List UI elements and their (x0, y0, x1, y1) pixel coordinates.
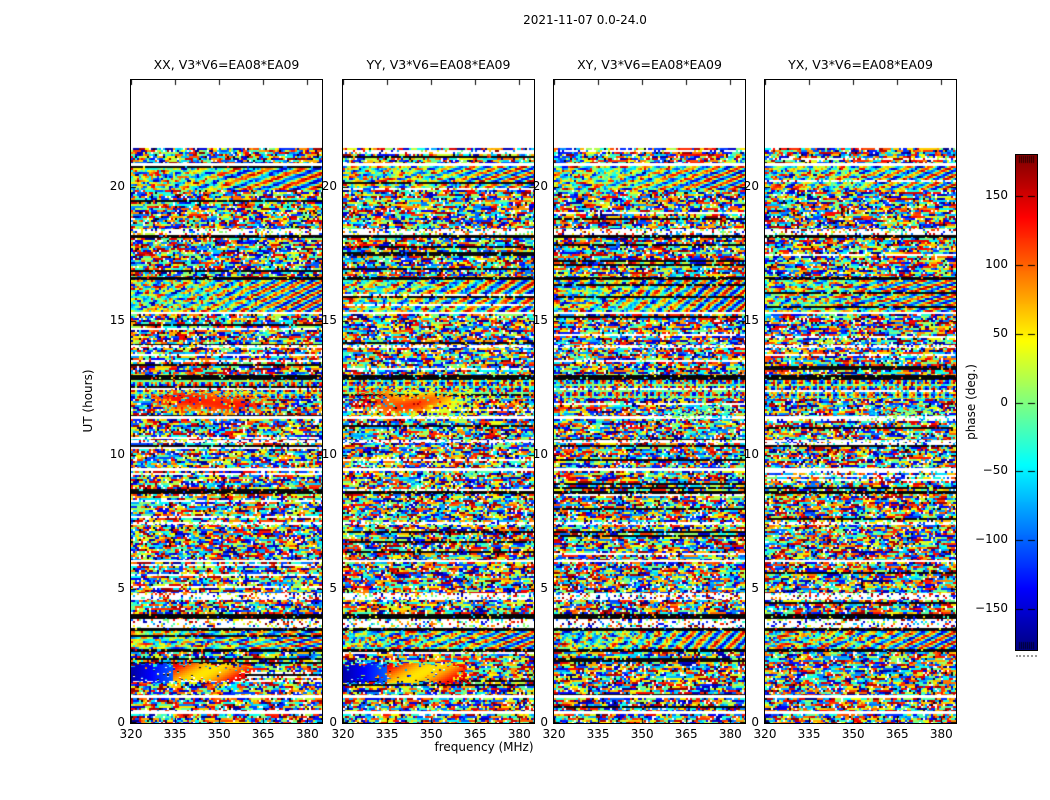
y-tick-label: 20 (321, 179, 337, 194)
heatmap-panel-yy (342, 79, 535, 724)
x-tick-label: 365 (674, 727, 698, 741)
colorbar-tick-label: −150 (975, 601, 1008, 615)
x-tick-label: 320 (753, 727, 777, 741)
subplot-title-yy: YY, V3*V6=EA08*EA09 (366, 57, 511, 72)
colorbar-tick-label: 50 (992, 326, 1008, 340)
y-tick-label: 15 (532, 313, 548, 328)
y-tick-label: 10 (321, 447, 337, 462)
x-tick-label: 350 (630, 727, 654, 741)
subplot-title-yx: YX, V3*V6=EA08*EA09 (788, 57, 933, 72)
x-tick-label: 320 (119, 727, 143, 741)
y-tick-label: 15 (109, 313, 125, 328)
x-tick-label: 380 (507, 727, 531, 741)
x-tick-label: 365 (885, 727, 909, 741)
y-tick-label: 20 (109, 179, 125, 194)
x-tick-label: 380 (929, 727, 953, 741)
x-tick-label: 380 (295, 727, 319, 741)
y-tick-label: 15 (743, 313, 759, 328)
x-tick-label: 335 (375, 727, 399, 741)
x-tick-label: 320 (331, 727, 355, 741)
y-tick-label: 5 (329, 581, 337, 596)
x-tick-label: 335 (586, 727, 610, 741)
x-tick-label: 320 (542, 727, 566, 741)
x-tick-label: 365 (251, 727, 275, 741)
x-tick-label: 350 (419, 727, 443, 741)
y-tick-label: 10 (109, 447, 125, 462)
y-tick-label: 10 (743, 447, 759, 462)
x-tick-label: 335 (797, 727, 821, 741)
y-tick-label: 5 (751, 581, 759, 596)
y-tick-label: 0 (329, 715, 337, 729)
x-tick-label: 335 (163, 727, 187, 741)
colorbar (1015, 154, 1038, 651)
x-tick-label: 350 (207, 727, 231, 741)
figure-title: 2021-11-07 0.0-24.0 (523, 13, 647, 27)
x-tick-label: 350 (841, 727, 865, 741)
x-axis-label: frequency (MHz) (434, 740, 534, 754)
x-tick-label: 380 (718, 727, 742, 741)
y-tick-label: 5 (117, 581, 125, 596)
y-tick-label: 20 (743, 179, 759, 194)
colorbar-label: phase (deg.) (964, 364, 978, 440)
subplot-title-xx: XX, V3*V6=EA08*EA09 (153, 57, 300, 72)
y-tick-label: 5 (540, 581, 548, 596)
y-tick-label: 20 (532, 179, 548, 194)
colorbar-tick-label: 100 (985, 257, 1008, 271)
y-tick-label: 0 (540, 715, 548, 729)
y-tick-label: 10 (532, 447, 548, 462)
heatmap-panel-yx (764, 79, 957, 724)
y-axis-label: UT (hours) (81, 369, 95, 433)
y-tick-label: 15 (321, 313, 337, 328)
heatmap-panel-xy (553, 79, 746, 724)
y-tick-label: 0 (117, 715, 125, 729)
colorbar-tick-label: −50 (982, 463, 1008, 477)
x-tick-label: 365 (463, 727, 487, 741)
colorbar-tick-label: 0 (1000, 395, 1008, 409)
y-tick-label: 0 (751, 715, 759, 729)
colorbar-tick-label: −100 (975, 532, 1008, 546)
heatmap-panel-xx (130, 79, 323, 724)
colorbar-underline-dots (1016, 655, 1037, 657)
colorbar-tick-label: 150 (985, 188, 1008, 202)
subplot-title-xy: XY, V3*V6=EA08*EA09 (577, 57, 722, 72)
